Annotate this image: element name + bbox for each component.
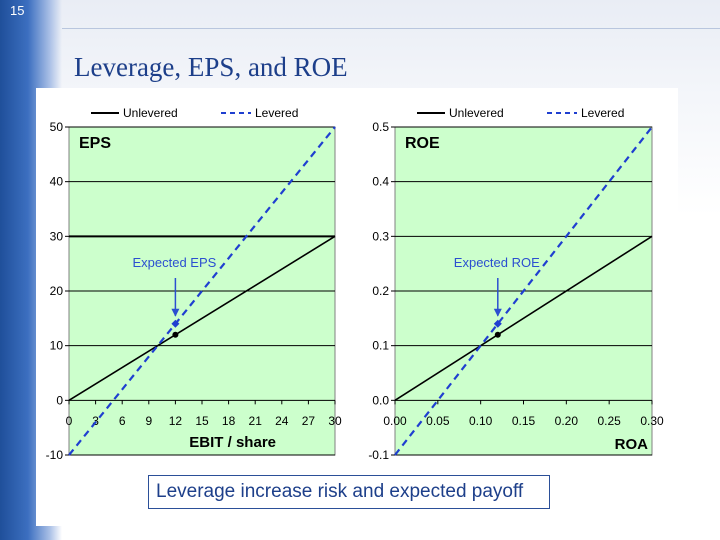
x-tick-label: 6 — [119, 414, 126, 428]
panel-label: EPS — [79, 135, 111, 152]
y-tick-label: 0 — [56, 393, 63, 407]
y-tick-label: 30 — [50, 229, 64, 243]
slide-title: Leverage, EPS, and ROE — [74, 52, 348, 82]
y-tick-label: 0.5 — [372, 120, 389, 134]
x-tick-label: 0.10 — [469, 414, 493, 428]
x-tick-label: 0.15 — [512, 414, 536, 428]
legend-label-unlevered: Unlevered — [449, 106, 504, 120]
x-tick-label: 0.30 — [640, 414, 664, 428]
x-tick-label: 0.05 — [426, 414, 450, 428]
y-tick-label: -10 — [46, 448, 64, 462]
chart-svg: -10 0 10 20 30 40 50 0 3 6 9 12 15 18 21 24 27 30 EBIT / s… — [46, 106, 664, 462]
x-tick-label: 3 — [92, 414, 99, 428]
y-tick-label: 0.2 — [372, 284, 389, 298]
annotation-label: Expected ROE — [454, 255, 540, 270]
x-tick-label: 0.00 — [383, 414, 407, 428]
annotation-arrowhead — [493, 308, 502, 317]
caption-box: Leverage increase risk and expected payo… — [148, 475, 550, 509]
series-line-unlevered — [68, 235, 336, 402]
x-tick-label: 0 — [66, 414, 73, 428]
x-axis-label: ROA — [615, 436, 649, 453]
x-tick-label: 0.20 — [555, 414, 579, 428]
slide-number: 15 — [10, 3, 25, 18]
x-tick-label: 9 — [145, 414, 152, 428]
expected-point-levered — [171, 319, 180, 328]
y-tick-label: 10 — [50, 339, 64, 353]
series-line-unlevered — [394, 235, 653, 402]
x-tick-label: 15 — [195, 414, 209, 428]
annotation-label: Expected EPS — [132, 255, 216, 270]
x-tick-label: 0.25 — [597, 414, 621, 428]
y-tick-label: 0.4 — [372, 175, 389, 189]
x-tick-label: 27 — [302, 414, 316, 428]
chart-figure: -10 0 10 20 30 40 50 0 3 6 9 12 15 18 21 24 27 30 EBIT / s… — [36, 88, 678, 526]
chart-panel-eps: -10 0 10 20 30 40 50 0 3 6 9 12 15 18 21 24 27 30 EBIT / s… — [46, 106, 342, 462]
expected-point-levered — [493, 319, 502, 328]
legend-label-levered: Levered — [581, 106, 624, 120]
y-tick-label: 20 — [50, 284, 64, 298]
y-tick-label: 50 — [50, 120, 64, 134]
panel-label: ROE — [405, 135, 440, 152]
y-tick-label: 0.3 — [372, 229, 389, 243]
legend-label-unlevered: Unlevered — [123, 106, 178, 120]
legend-label-levered: Levered — [255, 106, 298, 120]
x-tick-label: 18 — [222, 414, 236, 428]
x-tick-label: 30 — [328, 414, 342, 428]
chart-panel-roe: -0.1 0.0 0.1 0.2 0.3 0.4 0.5 0.00 0.05 0.10 0.15 0.… — [368, 106, 664, 462]
y-tick-label: 0.1 — [372, 339, 389, 353]
x-tick-label: 12 — [169, 414, 183, 428]
expected-point-unlevered — [172, 331, 179, 338]
y-tick-label: 40 — [50, 175, 64, 189]
top-divider — [62, 28, 720, 29]
x-tick-label: 21 — [249, 414, 263, 428]
y-tick-label: 0.0 — [372, 393, 389, 407]
y-tick-label: -0.1 — [368, 448, 389, 462]
series-line-levered — [68, 126, 336, 456]
x-axis-label: EBIT / share — [189, 434, 276, 451]
annotation-arrowhead — [171, 308, 180, 317]
series-line-levered — [394, 126, 653, 456]
x-tick-label: 24 — [275, 414, 289, 428]
expected-point-unlevered — [494, 331, 501, 338]
